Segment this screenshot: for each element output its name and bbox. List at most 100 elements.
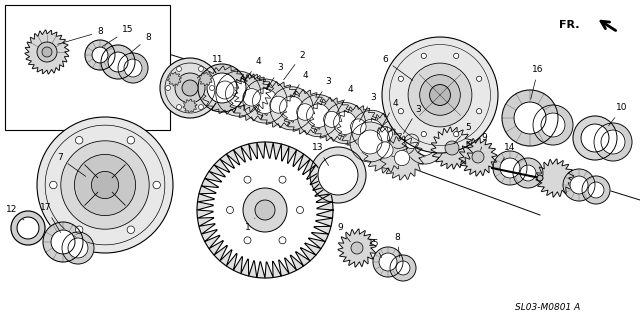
Circle shape — [279, 237, 286, 244]
Text: 16: 16 — [531, 65, 544, 99]
Polygon shape — [360, 119, 383, 141]
Text: 17: 17 — [40, 204, 61, 233]
Circle shape — [127, 137, 134, 144]
Circle shape — [296, 206, 303, 213]
Circle shape — [382, 37, 498, 153]
Polygon shape — [25, 30, 69, 74]
Polygon shape — [318, 155, 358, 195]
Text: 12: 12 — [6, 205, 24, 220]
Circle shape — [74, 154, 136, 216]
Polygon shape — [283, 90, 327, 134]
Circle shape — [209, 85, 214, 91]
Circle shape — [76, 137, 83, 144]
Circle shape — [408, 63, 472, 127]
Polygon shape — [406, 126, 444, 164]
Circle shape — [182, 80, 198, 96]
Circle shape — [351, 242, 363, 254]
Polygon shape — [333, 112, 356, 134]
Polygon shape — [394, 150, 410, 166]
Polygon shape — [216, 81, 234, 99]
Circle shape — [175, 73, 205, 103]
Polygon shape — [390, 255, 416, 281]
Polygon shape — [118, 53, 148, 83]
Circle shape — [244, 237, 251, 244]
Text: SL03-M0801 A: SL03-M0801 A — [515, 303, 580, 313]
Polygon shape — [85, 40, 115, 70]
Polygon shape — [197, 142, 333, 278]
Circle shape — [227, 206, 234, 213]
Polygon shape — [338, 229, 376, 267]
Circle shape — [477, 76, 482, 81]
Text: 8: 8 — [58, 27, 103, 44]
Polygon shape — [233, 74, 271, 112]
Text: 5: 5 — [454, 123, 471, 144]
Polygon shape — [373, 247, 403, 277]
Polygon shape — [297, 104, 314, 120]
Text: 4: 4 — [244, 57, 261, 83]
Text: 8: 8 — [130, 33, 151, 53]
Circle shape — [244, 176, 251, 183]
Polygon shape — [500, 158, 520, 178]
Polygon shape — [415, 135, 435, 155]
Polygon shape — [243, 79, 287, 123]
Polygon shape — [594, 123, 632, 161]
Text: 4: 4 — [337, 85, 353, 114]
Polygon shape — [216, 71, 261, 116]
Text: 9: 9 — [337, 224, 350, 242]
Text: 15: 15 — [368, 239, 381, 257]
Circle shape — [445, 141, 459, 155]
Text: 10: 10 — [609, 103, 628, 126]
Polygon shape — [404, 134, 419, 149]
Polygon shape — [351, 110, 392, 150]
Text: 15: 15 — [102, 26, 134, 47]
Text: 4: 4 — [291, 70, 308, 98]
Polygon shape — [582, 176, 610, 204]
Polygon shape — [62, 232, 94, 264]
Circle shape — [429, 85, 451, 106]
Polygon shape — [541, 113, 565, 137]
Polygon shape — [197, 142, 333, 278]
Circle shape — [49, 181, 57, 189]
Text: 3: 3 — [403, 105, 421, 134]
Polygon shape — [459, 138, 497, 176]
Text: 1: 1 — [245, 218, 255, 233]
Circle shape — [454, 131, 459, 137]
Polygon shape — [493, 151, 527, 185]
Circle shape — [279, 176, 286, 183]
Polygon shape — [502, 90, 558, 146]
Polygon shape — [362, 127, 408, 173]
Polygon shape — [11, 211, 45, 245]
Polygon shape — [378, 126, 392, 142]
Polygon shape — [588, 182, 604, 198]
Polygon shape — [168, 72, 181, 86]
Text: 3: 3 — [314, 78, 331, 106]
Circle shape — [153, 181, 161, 189]
Polygon shape — [379, 253, 397, 271]
Polygon shape — [43, 222, 83, 262]
Polygon shape — [570, 176, 588, 194]
Circle shape — [398, 76, 403, 81]
Polygon shape — [358, 130, 382, 154]
Text: 9: 9 — [481, 132, 487, 150]
Circle shape — [420, 75, 460, 115]
Polygon shape — [225, 81, 251, 107]
Polygon shape — [324, 102, 365, 144]
Text: 3: 3 — [266, 63, 283, 90]
Circle shape — [177, 66, 182, 71]
Circle shape — [243, 188, 287, 232]
Text: 2: 2 — [284, 50, 305, 80]
Polygon shape — [533, 105, 573, 145]
Text: FR.: FR. — [559, 20, 580, 30]
Polygon shape — [563, 169, 595, 201]
Polygon shape — [124, 59, 142, 77]
Polygon shape — [581, 124, 609, 152]
Text: 4: 4 — [381, 99, 398, 128]
Circle shape — [76, 226, 83, 234]
Circle shape — [37, 42, 57, 62]
Polygon shape — [307, 104, 330, 128]
Polygon shape — [310, 98, 353, 141]
Polygon shape — [207, 73, 237, 103]
Circle shape — [42, 47, 52, 57]
Polygon shape — [388, 127, 409, 148]
Polygon shape — [350, 122, 390, 162]
